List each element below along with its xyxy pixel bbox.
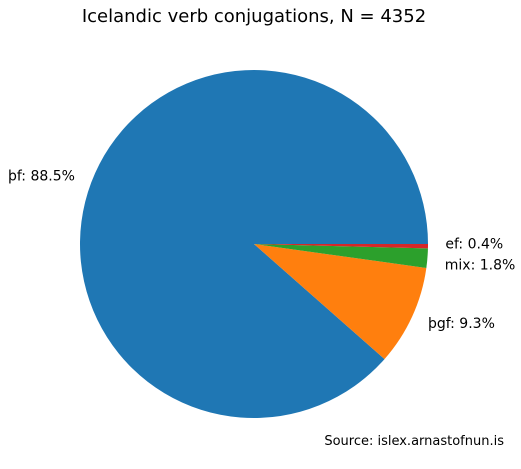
pie-slice-ef bbox=[254, 244, 428, 249]
pie-slice-þf bbox=[80, 69, 428, 418]
pie-slice-þgf bbox=[254, 244, 427, 360]
pie-label-þgf: þgf: 9.3% bbox=[428, 316, 495, 332]
source-note: Source: islex.arnastofnun.is bbox=[324, 434, 504, 449]
pie-slices bbox=[80, 69, 428, 418]
pie-label-þf: þf: 88.5% bbox=[8, 168, 75, 184]
pie-labels: þf: 88.5% þgf: 9.3% mix: 1.8% ef: 0.4% bbox=[8, 168, 515, 332]
chart-title: Icelandic verb conjugations, N = 4352 bbox=[82, 6, 426, 27]
pie-label-ef: ef: 0.4% bbox=[445, 236, 503, 252]
pie-label-mix: mix: 1.8% bbox=[445, 258, 516, 274]
pie-slice-mix bbox=[254, 244, 428, 268]
